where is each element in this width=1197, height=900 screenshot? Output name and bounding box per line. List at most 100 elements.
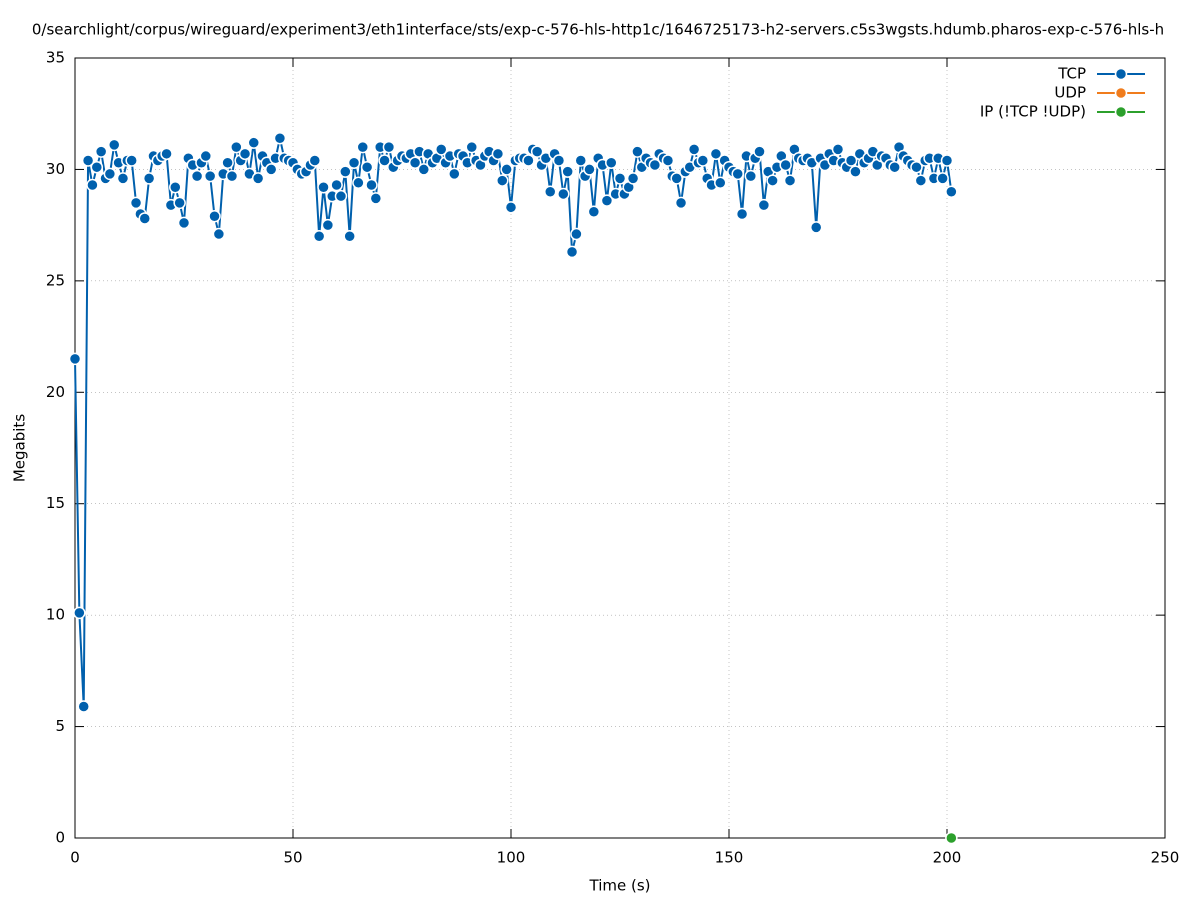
data-point: [81, 154, 95, 167]
data-point: [90, 160, 104, 174]
data-point: [68, 352, 82, 366]
y-tick-label: 30: [46, 160, 65, 178]
data-point: [600, 194, 614, 207]
data-point: [491, 147, 505, 161]
legend-marker: [1114, 86, 1128, 100]
data-point: [587, 205, 601, 219]
data-point: [225, 169, 239, 183]
data-point: [522, 154, 535, 167]
y-tick-label: 20: [46, 383, 65, 401]
x-tick-label: 50: [283, 849, 302, 867]
data-point: [221, 156, 234, 169]
legend-label: UDP: [1054, 84, 1086, 102]
x-axis-label: Time (s): [589, 877, 651, 895]
data-point: [574, 154, 588, 167]
data-point: [173, 196, 186, 210]
data-point: [73, 606, 86, 620]
data-point: [661, 154, 675, 167]
data-point: [779, 158, 792, 172]
data-point: [714, 176, 727, 190]
data-point: [626, 172, 640, 185]
data-point: [434, 143, 448, 156]
data-point: [504, 201, 518, 214]
data-point: [670, 172, 683, 185]
data-point: [696, 154, 710, 167]
data-point: [465, 140, 479, 154]
data-point: [417, 163, 431, 176]
data-point: [312, 230, 326, 243]
data-point: [448, 167, 461, 181]
data-point: [365, 178, 378, 192]
y-tick-label: 35: [46, 49, 65, 67]
data-point: [160, 147, 173, 161]
data-point: [914, 174, 928, 187]
y-tick-label: 5: [55, 717, 65, 735]
data-point: [631, 145, 644, 158]
legend-marker: [1114, 67, 1128, 81]
data-point: [783, 174, 797, 187]
data-point: [709, 147, 723, 161]
data-point: [735, 207, 749, 221]
data-point: [687, 143, 701, 156]
data-point: [77, 700, 90, 713]
data-point: [543, 185, 557, 198]
y-axis-label: Megabits: [11, 414, 29, 482]
data-point: [369, 192, 383, 205]
data-point: [330, 178, 343, 192]
data-point: [107, 138, 121, 152]
data-point: [888, 160, 901, 174]
data-point: [247, 136, 261, 149]
data-point: [86, 178, 99, 192]
data-point: [190, 169, 204, 183]
data-point: [308, 154, 322, 167]
data-point: [936, 172, 949, 185]
data-point: [208, 209, 221, 223]
data-point: [849, 165, 862, 178]
legend-label: TCP: [1057, 65, 1086, 83]
x-tick-label: 250: [1151, 849, 1180, 867]
data-point: [138, 212, 152, 225]
data-point: [809, 221, 823, 234]
data-point: [238, 147, 252, 161]
data-point: [360, 160, 374, 174]
data-point: [212, 227, 226, 241]
y-tick-label: 0: [55, 829, 65, 847]
data-point: [940, 154, 954, 167]
data-point: [339, 165, 352, 178]
data-point: [605, 156, 618, 169]
data-point: [613, 172, 627, 185]
data-point: [352, 176, 365, 190]
x-tick-label: 150: [715, 849, 744, 867]
data-point: [766, 174, 779, 187]
data-point: [347, 156, 361, 169]
data-point: [408, 156, 422, 169]
y-tick-label: 15: [46, 494, 65, 512]
data-point: [844, 154, 858, 167]
data-point: [744, 169, 758, 183]
data-point: [910, 160, 923, 174]
data-point: [129, 196, 143, 210]
data-point: [570, 227, 583, 241]
data-point: [177, 216, 191, 230]
data-point: [230, 140, 243, 154]
data-point: [116, 172, 130, 185]
data-point: [334, 189, 348, 203]
x-tick-label: 200: [933, 849, 962, 867]
legend-marker: [1114, 105, 1128, 119]
data-point: [273, 131, 287, 145]
data-point: [753, 145, 766, 158]
data-point: [530, 145, 544, 158]
data-point: [142, 172, 156, 185]
data-point: [945, 185, 958, 198]
data-point: [356, 140, 370, 154]
data-point: [251, 172, 265, 185]
x-tick-label: 100: [497, 849, 526, 867]
data-point: [552, 154, 566, 167]
data-point: [945, 831, 958, 845]
y-tick-label: 10: [46, 606, 65, 624]
data-point: [264, 163, 278, 176]
y-tick-label: 25: [46, 271, 65, 289]
data-point: [583, 163, 596, 176]
data-point: [199, 149, 213, 163]
